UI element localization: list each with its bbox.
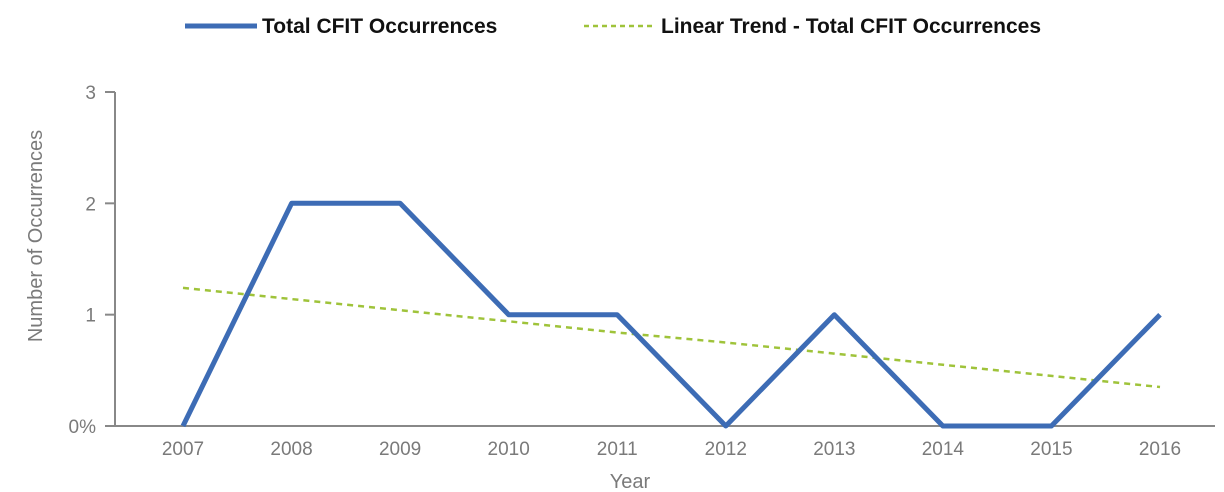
y-tick-label: 1: [85, 306, 96, 327]
x-tick-label: 2014: [922, 439, 965, 460]
x-axis-title: Year: [610, 471, 651, 492]
y-axis-title: Number of Occurrences: [25, 130, 47, 342]
x-tick-label: 2013: [813, 439, 855, 460]
y-ticks: 0% 1 2 3: [69, 83, 115, 438]
x-tick-label: 2008: [270, 439, 312, 460]
legend-label-total: Total CFIT Occurrences: [262, 15, 497, 38]
y-tick-label: 3: [85, 83, 96, 104]
series-line-total-cfit: [180, 200, 1162, 429]
x-tick-label: 2015: [1030, 439, 1072, 460]
x-ticks: 2007 2008 2009 2010 2011 2012 2013 2014 2015 2016: [162, 439, 1181, 460]
y-tick-label: 2: [85, 194, 96, 215]
x-tick-label: 2016: [1139, 439, 1181, 460]
x-tick-label: 2010: [488, 439, 530, 460]
series-layer: [180, 200, 1162, 429]
x-tick-label: 2012: [705, 439, 747, 460]
x-tick-label: 2011: [597, 439, 638, 460]
x-tick-label: 2007: [162, 439, 204, 460]
x-tick-label: 2009: [379, 439, 421, 460]
legend: Total CFIT Occurrences Linear Trend - To…: [185, 15, 1041, 38]
y-tick-label: 0%: [69, 417, 97, 438]
legend-label-trend: Linear Trend - Total CFIT Occurrences: [661, 15, 1041, 38]
series-line-linear-trend: [182, 286, 1161, 389]
